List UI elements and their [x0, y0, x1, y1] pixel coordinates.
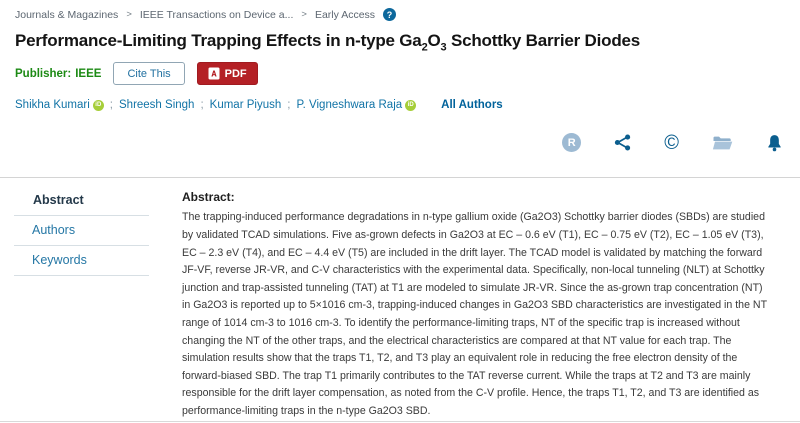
breadcrumb-early-access[interactable]: Early Access	[314, 8, 376, 21]
article-actions-row: R ©	[0, 131, 800, 154]
author-link[interactable]: Shikha Kumari	[15, 99, 90, 112]
publisher-name: IEEE	[75, 67, 102, 80]
breadcrumb-journals-magazines[interactable]: Journals & Magazines	[15, 8, 119, 21]
breadcrumb-journal-title[interactable]: IEEE Transactions on Device a...	[139, 8, 294, 21]
page-title: Performance-Limiting Trapping Effects in…	[15, 31, 641, 54]
sidebar-item-abstract[interactable]: Abstract	[14, 186, 149, 217]
pdf-button-label: PDF	[224, 67, 247, 80]
breadcrumb-separator: >	[301, 9, 307, 20]
breadcrumb-separator: >	[126, 9, 132, 20]
orcid-icon[interactable]: iD	[405, 99, 417, 111]
sidebar-item-authors[interactable]: Authors	[14, 216, 149, 247]
share-icon[interactable]	[614, 134, 631, 151]
abstract-heading: Abstract:	[182, 190, 235, 205]
publisher-row: Publisher: IEEE Cite This PDF	[15, 62, 800, 86]
main-area: Abstract Authors Keywords Abstract: The …	[0, 178, 800, 420]
orcid-icon[interactable]: iD	[92, 99, 104, 111]
section-divider	[0, 177, 800, 179]
author-link[interactable]: Kumar Piyush	[209, 99, 282, 112]
publisher-label: Publisher: IEEE	[15, 67, 102, 80]
authors-row: Shikha Kumari iD ; Shreesh Singh ; Kumar…	[15, 99, 800, 111]
author-separator: ;	[200, 99, 204, 112]
abstract-section: Abstract: The trapping-induced performan…	[167, 178, 800, 420]
copyright-icon[interactable]: ©	[664, 131, 679, 154]
bottom-divider	[0, 421, 800, 422]
sidebar-item-keywords[interactable]: Keywords	[14, 246, 149, 277]
all-authors-link[interactable]: All Authors	[441, 99, 503, 112]
section-nav-sidebar: Abstract Authors Keywords	[0, 178, 167, 420]
cite-this-button[interactable]: Cite This	[113, 62, 185, 86]
pdf-button[interactable]: PDF	[196, 62, 258, 86]
author-separator: ;	[287, 99, 291, 112]
abstract-text: The trapping-induced performance degrada…	[182, 211, 767, 417]
author-link[interactable]: P. Vigneshwara Raja	[296, 99, 403, 112]
help-icon[interactable]: ?	[383, 8, 397, 21]
r-circle-icon[interactable]: R	[562, 133, 582, 153]
author-link[interactable]: Shreesh Singh	[119, 99, 195, 112]
breadcrumb: Journals & Magazines > IEEE Transactions…	[0, 0, 800, 21]
folder-icon[interactable]	[712, 135, 733, 151]
pdf-file-icon	[208, 67, 220, 80]
bell-icon[interactable]	[766, 134, 783, 152]
author-separator: ;	[109, 99, 113, 112]
